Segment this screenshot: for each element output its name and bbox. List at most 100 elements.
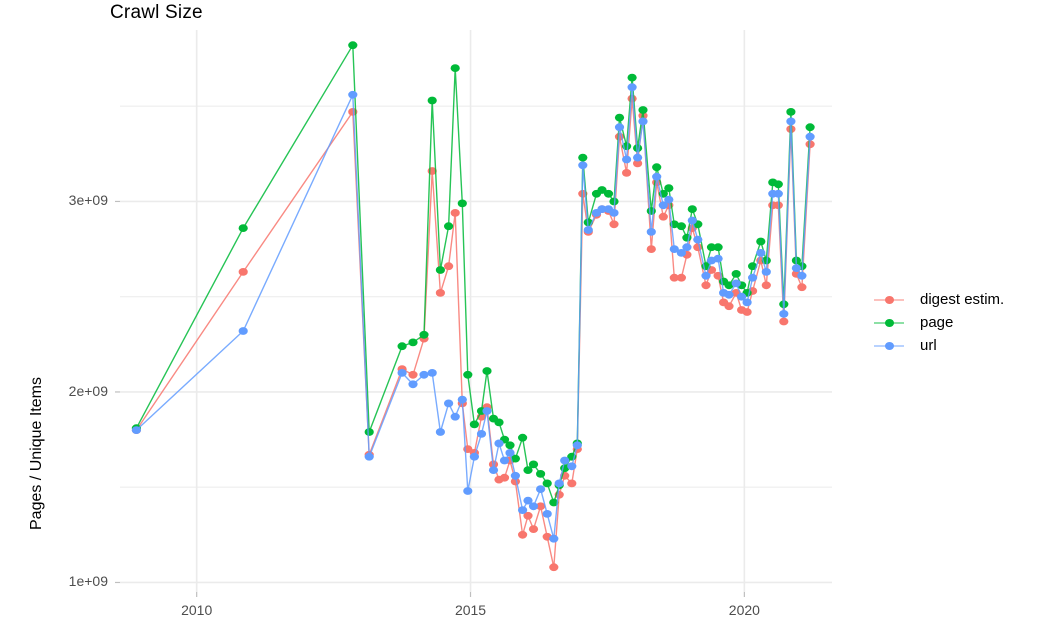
data-point <box>682 243 692 252</box>
data-point <box>238 327 248 335</box>
data-point <box>731 270 741 278</box>
data-point <box>773 189 783 198</box>
legend-item-url[interactable]: url <box>872 334 1052 357</box>
data-point <box>682 233 692 242</box>
data-point <box>523 511 533 520</box>
data-point <box>724 281 734 290</box>
data-point <box>646 207 656 215</box>
data-point <box>724 290 734 299</box>
data-point <box>523 466 533 474</box>
data-point <box>523 496 533 505</box>
data-point <box>505 449 515 457</box>
data-point <box>499 456 510 465</box>
data-point <box>463 370 473 379</box>
data-point <box>572 441 582 450</box>
data-point <box>622 169 632 177</box>
data-point <box>364 428 374 436</box>
data-point <box>488 466 499 474</box>
legend-item-digest[interactable]: digest estim. <box>872 288 1052 311</box>
data-point <box>463 487 473 495</box>
data-point <box>469 420 479 429</box>
data-point <box>652 163 662 172</box>
data-point <box>597 186 607 194</box>
data-point <box>427 96 437 105</box>
data-point <box>786 117 796 126</box>
data-point <box>609 220 619 229</box>
data-point <box>542 479 552 488</box>
data-point <box>693 243 703 252</box>
data-point <box>435 266 445 274</box>
data-point <box>779 317 789 326</box>
data-point <box>609 209 619 217</box>
data-point <box>791 264 802 272</box>
data-point <box>578 153 588 162</box>
data-point <box>528 502 539 511</box>
data-point <box>676 249 687 257</box>
data-point <box>238 268 248 276</box>
data-point <box>419 370 429 379</box>
data-point <box>549 534 559 543</box>
y-tick-label: 3e+09 <box>68 192 108 209</box>
data-point <box>773 180 783 189</box>
data-point <box>638 117 648 126</box>
data-point <box>450 64 460 72</box>
data-point <box>528 525 539 533</box>
data-point <box>638 106 648 114</box>
data-point <box>724 302 734 311</box>
chart-title: Crawl Size <box>110 2 203 23</box>
data-point <box>731 279 741 288</box>
data-point <box>567 462 577 471</box>
data-point <box>713 254 723 263</box>
data-point <box>693 235 703 244</box>
data-point <box>609 197 619 206</box>
data-point <box>444 399 454 408</box>
data-point <box>518 433 528 442</box>
data-point <box>444 222 454 231</box>
data-point <box>549 498 559 507</box>
data-point <box>805 123 815 132</box>
data-point <box>348 90 358 99</box>
data-point <box>664 184 674 193</box>
data-point <box>560 456 570 465</box>
x-tick-label: 2015 <box>454 602 487 618</box>
data-point <box>397 369 407 377</box>
data-point <box>554 479 564 488</box>
data-point <box>664 195 674 204</box>
data-point <box>408 380 418 389</box>
series-url <box>131 83 815 543</box>
plot-background <box>120 30 832 592</box>
data-point <box>510 454 520 463</box>
data-point <box>706 243 717 252</box>
data-point <box>748 273 758 282</box>
data-point <box>603 189 614 198</box>
x-tick-label: 2020 <box>728 602 760 618</box>
data-point <box>427 369 437 377</box>
data-point <box>364 452 374 461</box>
data-point <box>444 262 454 271</box>
data-point <box>805 132 815 141</box>
legend-item-page[interactable]: page <box>872 311 1052 334</box>
data-point <box>518 506 528 514</box>
legend-key-digest-icon <box>872 291 906 309</box>
data-point <box>701 271 711 280</box>
data-point <box>435 289 445 297</box>
data-point <box>669 273 679 282</box>
data-point <box>761 268 771 276</box>
data-point <box>408 370 418 379</box>
data-point <box>627 83 637 92</box>
data-point <box>676 273 687 282</box>
data-point <box>238 224 248 233</box>
y-axis-title: Pages / Unique Items <box>28 377 45 530</box>
data-point <box>748 262 758 271</box>
axis-ticks <box>115 200 745 597</box>
y-tick-label: 2e+09 <box>68 382 108 399</box>
data-point <box>542 510 552 518</box>
data-point <box>779 310 789 318</box>
data-point <box>737 292 747 301</box>
data-point <box>536 485 546 493</box>
data-point <box>457 395 467 404</box>
data-point <box>505 441 515 450</box>
data-point <box>646 228 656 236</box>
data-point <box>528 460 539 469</box>
